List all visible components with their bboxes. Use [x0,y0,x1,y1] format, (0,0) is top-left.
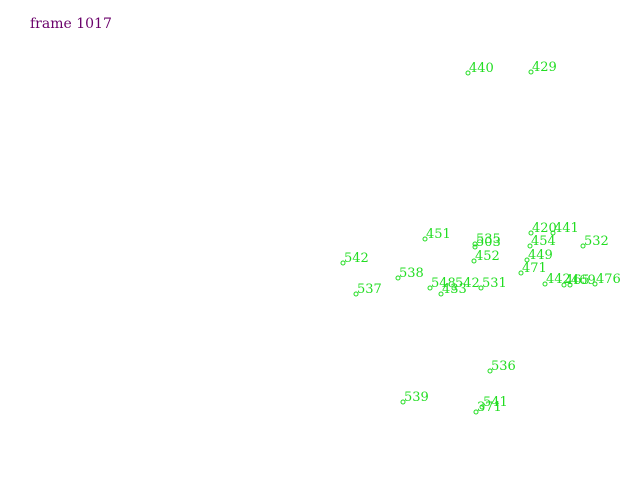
marker-label: 441 [554,221,579,236]
marker-label: 548 [431,276,456,291]
marker-dot [427,285,433,291]
marker-dot [580,243,586,249]
marker-dot [473,409,479,415]
marker-dot [518,270,524,276]
track-marker: 539 [400,390,429,405]
marker-dot [395,275,401,281]
marker-label: 440 [469,61,494,76]
marker-label: 449 [528,248,553,263]
marker-dot [524,257,530,263]
marker-label: 451 [426,227,451,242]
marker-dot [542,281,548,287]
track-marker: 451 [422,227,451,242]
marker-dot [478,285,484,291]
marker-label: 429 [532,60,557,75]
track-marker: 440 [465,61,494,76]
marker-label: 471 [522,261,547,276]
track-marker: 531 [478,276,507,291]
track-marker: 441 [550,221,579,236]
track-marker: 469 [567,273,596,288]
track-marker: 449 [524,248,553,263]
marker-label: 469 [571,273,596,288]
track-marker: 454 [527,234,556,249]
marker-dot [438,291,444,297]
marker-label: 503 [476,235,501,250]
track-marker: 476 [592,272,621,287]
marker-dot [561,282,567,288]
marker-dot [472,244,478,250]
track-marker: 542 [451,276,480,291]
track-marker: 429 [528,60,557,75]
marker-label: 542 [344,251,369,266]
marker-dot [422,236,428,242]
marker-label: 541 [483,395,508,410]
marker-label: 452 [475,249,500,264]
marker-dot [479,404,485,410]
marker-dot [451,285,457,291]
marker-dot [567,282,573,288]
track-marker: 536 [487,359,516,374]
track-marker: 548 [427,276,456,291]
marker-label: 532 [584,234,609,249]
track-marker: 537 [353,282,382,297]
marker-dot [472,241,478,247]
track-marker: 452 [471,249,500,264]
track-marker: 541 [479,395,508,410]
frame-label: frame 1017 [30,16,112,32]
marker-dot [592,281,598,287]
track-marker: 465 [561,273,590,288]
marker-label: 542 [455,276,480,291]
marker-dot [471,258,477,264]
marker-dot [465,70,471,76]
marker-dot [353,291,359,297]
marker-label: 539 [404,390,429,405]
marker-label: 531 [482,276,507,291]
marker-label: 536 [491,359,516,374]
marker-dot [527,243,533,249]
marker-label: 535 [476,232,501,247]
track-marker: 471 [518,261,547,276]
track-marker: 538 [395,266,424,281]
marker-label: 465 [565,273,590,288]
marker-dot [400,399,406,405]
track-marker: 542 [340,251,369,266]
track-marker: 371 [473,400,502,415]
marker-label: 371 [477,400,502,415]
track-marker: 532 [580,234,609,249]
track-marker: 535 [472,232,501,247]
marker-dot [487,368,493,374]
marker-dot [528,69,534,75]
marker-label: 454 [531,234,556,249]
marker-label: 537 [357,282,382,297]
marker-dot [550,230,556,236]
marker-label: 476 [596,272,621,287]
track-marker: 503 [472,235,501,250]
marker-dot [340,260,346,266]
marker-dot [528,230,534,236]
marker-label: 538 [399,266,424,281]
